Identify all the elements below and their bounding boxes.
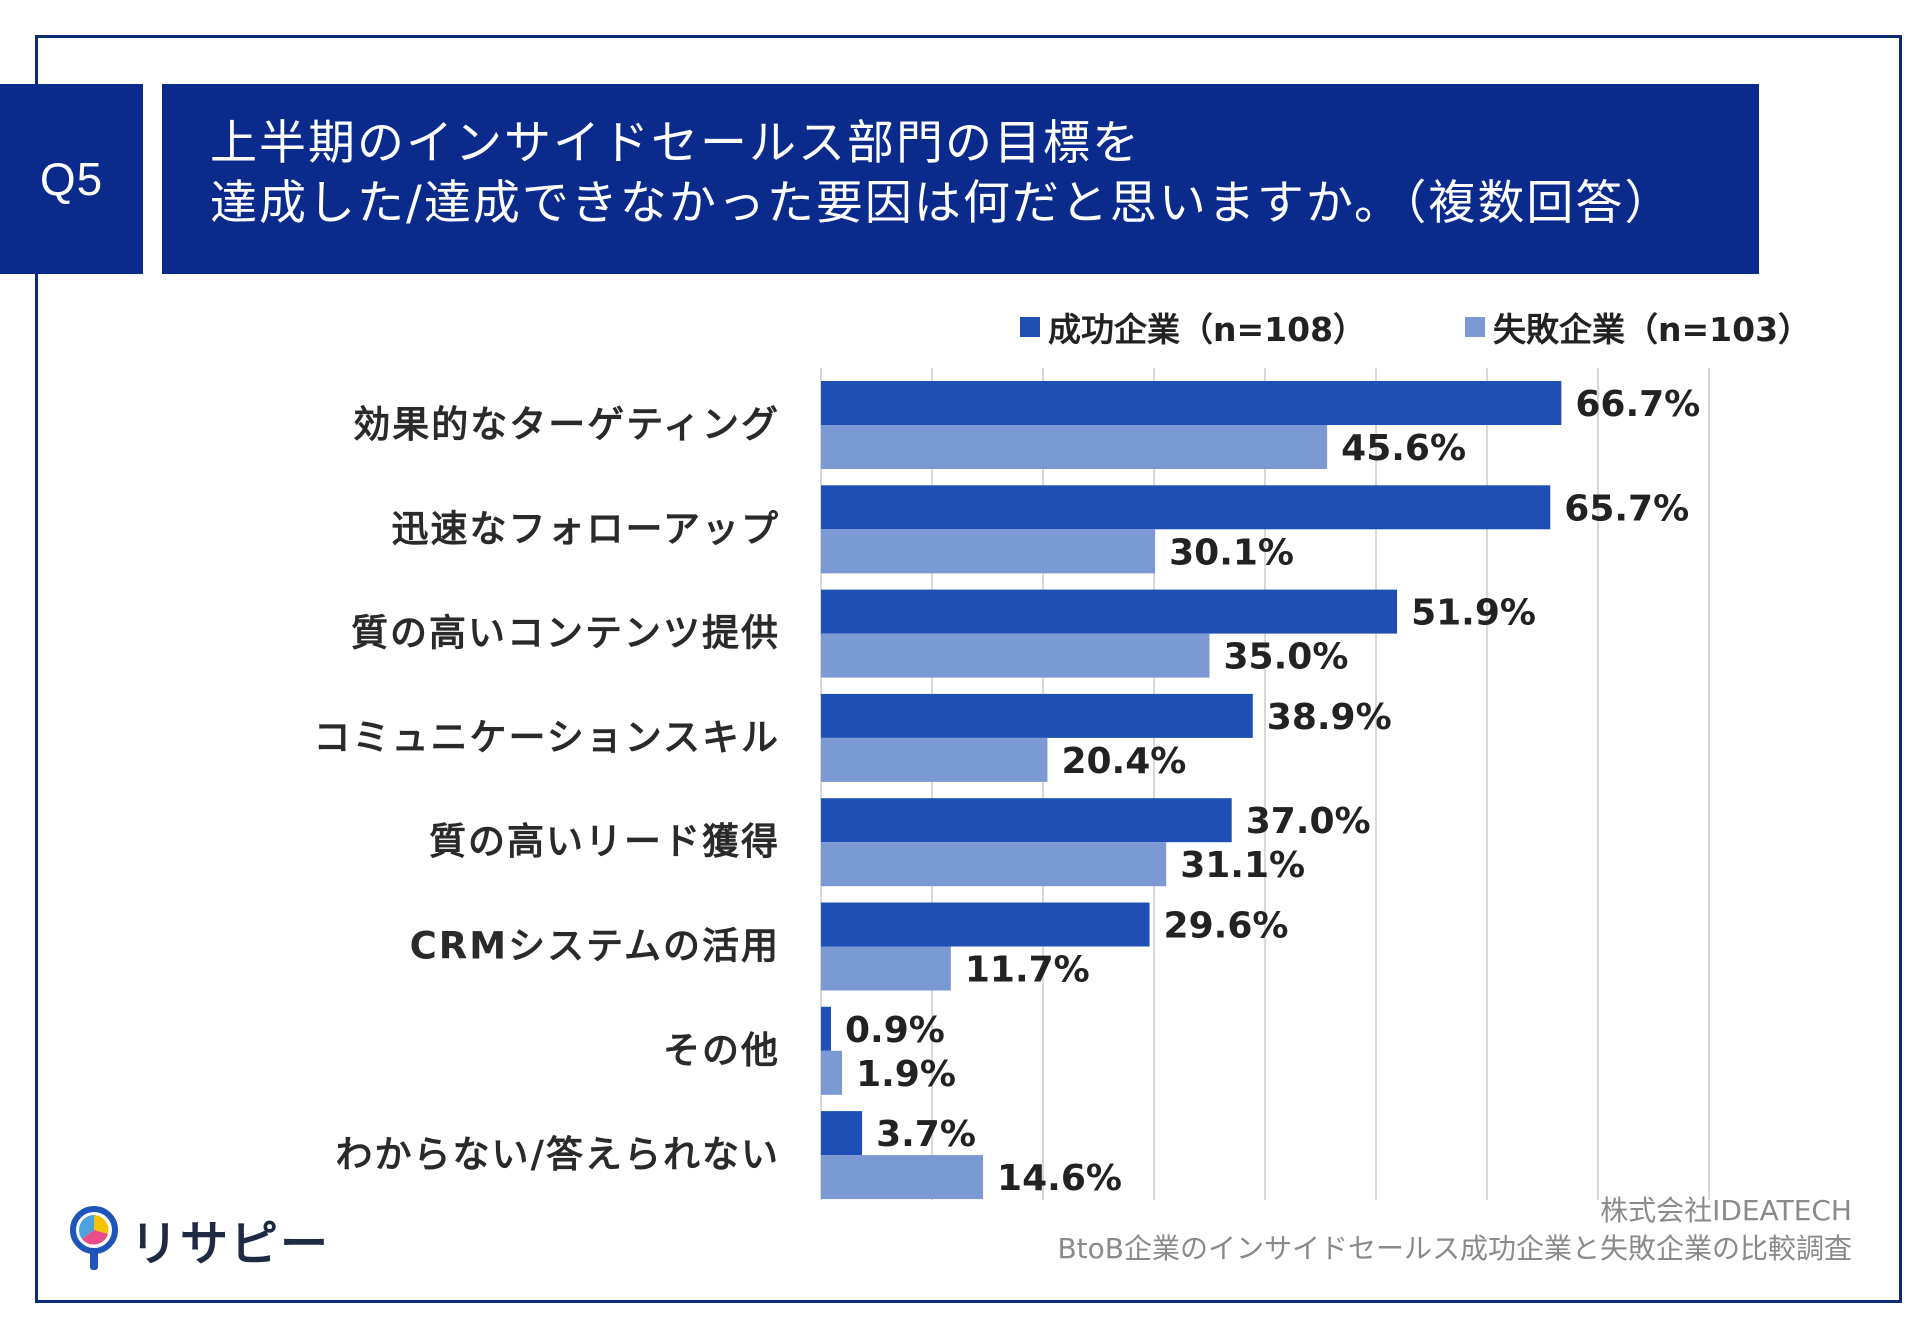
title-line-2: 達成した/達成できなかった要因は何だと思いますか。（複数回答） — [210, 176, 1674, 231]
bar-success — [821, 798, 1232, 843]
source-survey: BtoB企業のインサイドセールス成功企業と失敗企業の比較調査 — [1057, 1232, 1852, 1265]
bar-success — [821, 1006, 831, 1051]
bar-success — [821, 485, 1551, 530]
data-label: 65.7% — [1564, 488, 1689, 529]
category-label: 質の高いリード獲得 — [429, 820, 780, 863]
data-label: 66.7% — [1575, 384, 1700, 425]
data-label: 20.4% — [1061, 741, 1186, 782]
category-label: 質の高いコンテンツ提供 — [351, 612, 780, 655]
title-line-1: 上半期のインサイドセールス部門の目標を — [210, 116, 1141, 171]
bar-success — [821, 381, 1562, 425]
data-label: 35.0% — [1224, 637, 1349, 678]
brand-logo: リサピー — [68, 1204, 330, 1274]
data-label: 1.9% — [856, 1054, 956, 1095]
bar-success — [821, 902, 1150, 947]
bar-failure — [821, 425, 1328, 469]
data-label: 37.0% — [1246, 801, 1371, 842]
data-label: 30.1% — [1169, 532, 1294, 573]
category-label: CRMシステムの活用 — [410, 925, 780, 968]
bar-success — [821, 693, 1253, 738]
data-label: 31.1% — [1180, 845, 1305, 886]
data-label: 11.7% — [965, 950, 1090, 991]
data-label: 51.9% — [1411, 593, 1536, 634]
legend-success-label: 成功企業（n=108） — [1048, 310, 1367, 349]
source-credit: 株式会社IDEATECH BtoB企業のインサイドセールス成功企業と失敗企業の比… — [1057, 1192, 1852, 1268]
title-banner: 上半期のインサイドセールス部門の目標を 達成した/達成できなかった要因は何だと思… — [162, 84, 1759, 274]
legend-success-swatch — [1020, 317, 1040, 337]
data-label: 38.9% — [1267, 697, 1392, 738]
data-label: 3.7% — [876, 1114, 976, 1155]
data-label: 29.6% — [1164, 906, 1289, 947]
data-label: 0.9% — [845, 1010, 945, 1051]
logo-text: リサピー — [130, 1216, 331, 1272]
bar-failure — [821, 1155, 984, 1200]
legend-failure-label: 失敗企業（n=103） — [1493, 310, 1812, 349]
data-label: 14.6% — [997, 1158, 1122, 1199]
bar-failure — [821, 946, 951, 991]
category-label: 効果的なターゲティング — [353, 403, 780, 446]
bar-success — [821, 1111, 863, 1156]
category-label: その他 — [663, 1029, 780, 1072]
category-label: コミュニケーションスキル — [313, 716, 780, 759]
category-label: わからない/答えられない — [335, 1133, 780, 1176]
bar-failure — [821, 737, 1048, 782]
legend-success: 成功企業（n=108） — [1020, 303, 1366, 351]
bar-success — [821, 589, 1398, 634]
data-label: 45.6% — [1341, 428, 1466, 469]
legend-failure: 失敗企業（n=103） — [1465, 303, 1811, 351]
bar-failure — [821, 633, 1210, 678]
source-company: 株式会社IDEATECH — [1600, 1194, 1852, 1227]
question-badge: Q5 — [0, 84, 143, 274]
outer-frame — [35, 35, 1902, 1303]
bar-failure — [821, 842, 1167, 887]
legend-failure-swatch — [1465, 317, 1485, 337]
bar-failure — [821, 529, 1156, 574]
category-label: 迅速なフォローアップ — [391, 507, 780, 550]
bar-failure — [821, 1050, 843, 1095]
magnifier-pie-icon — [70, 1206, 118, 1270]
